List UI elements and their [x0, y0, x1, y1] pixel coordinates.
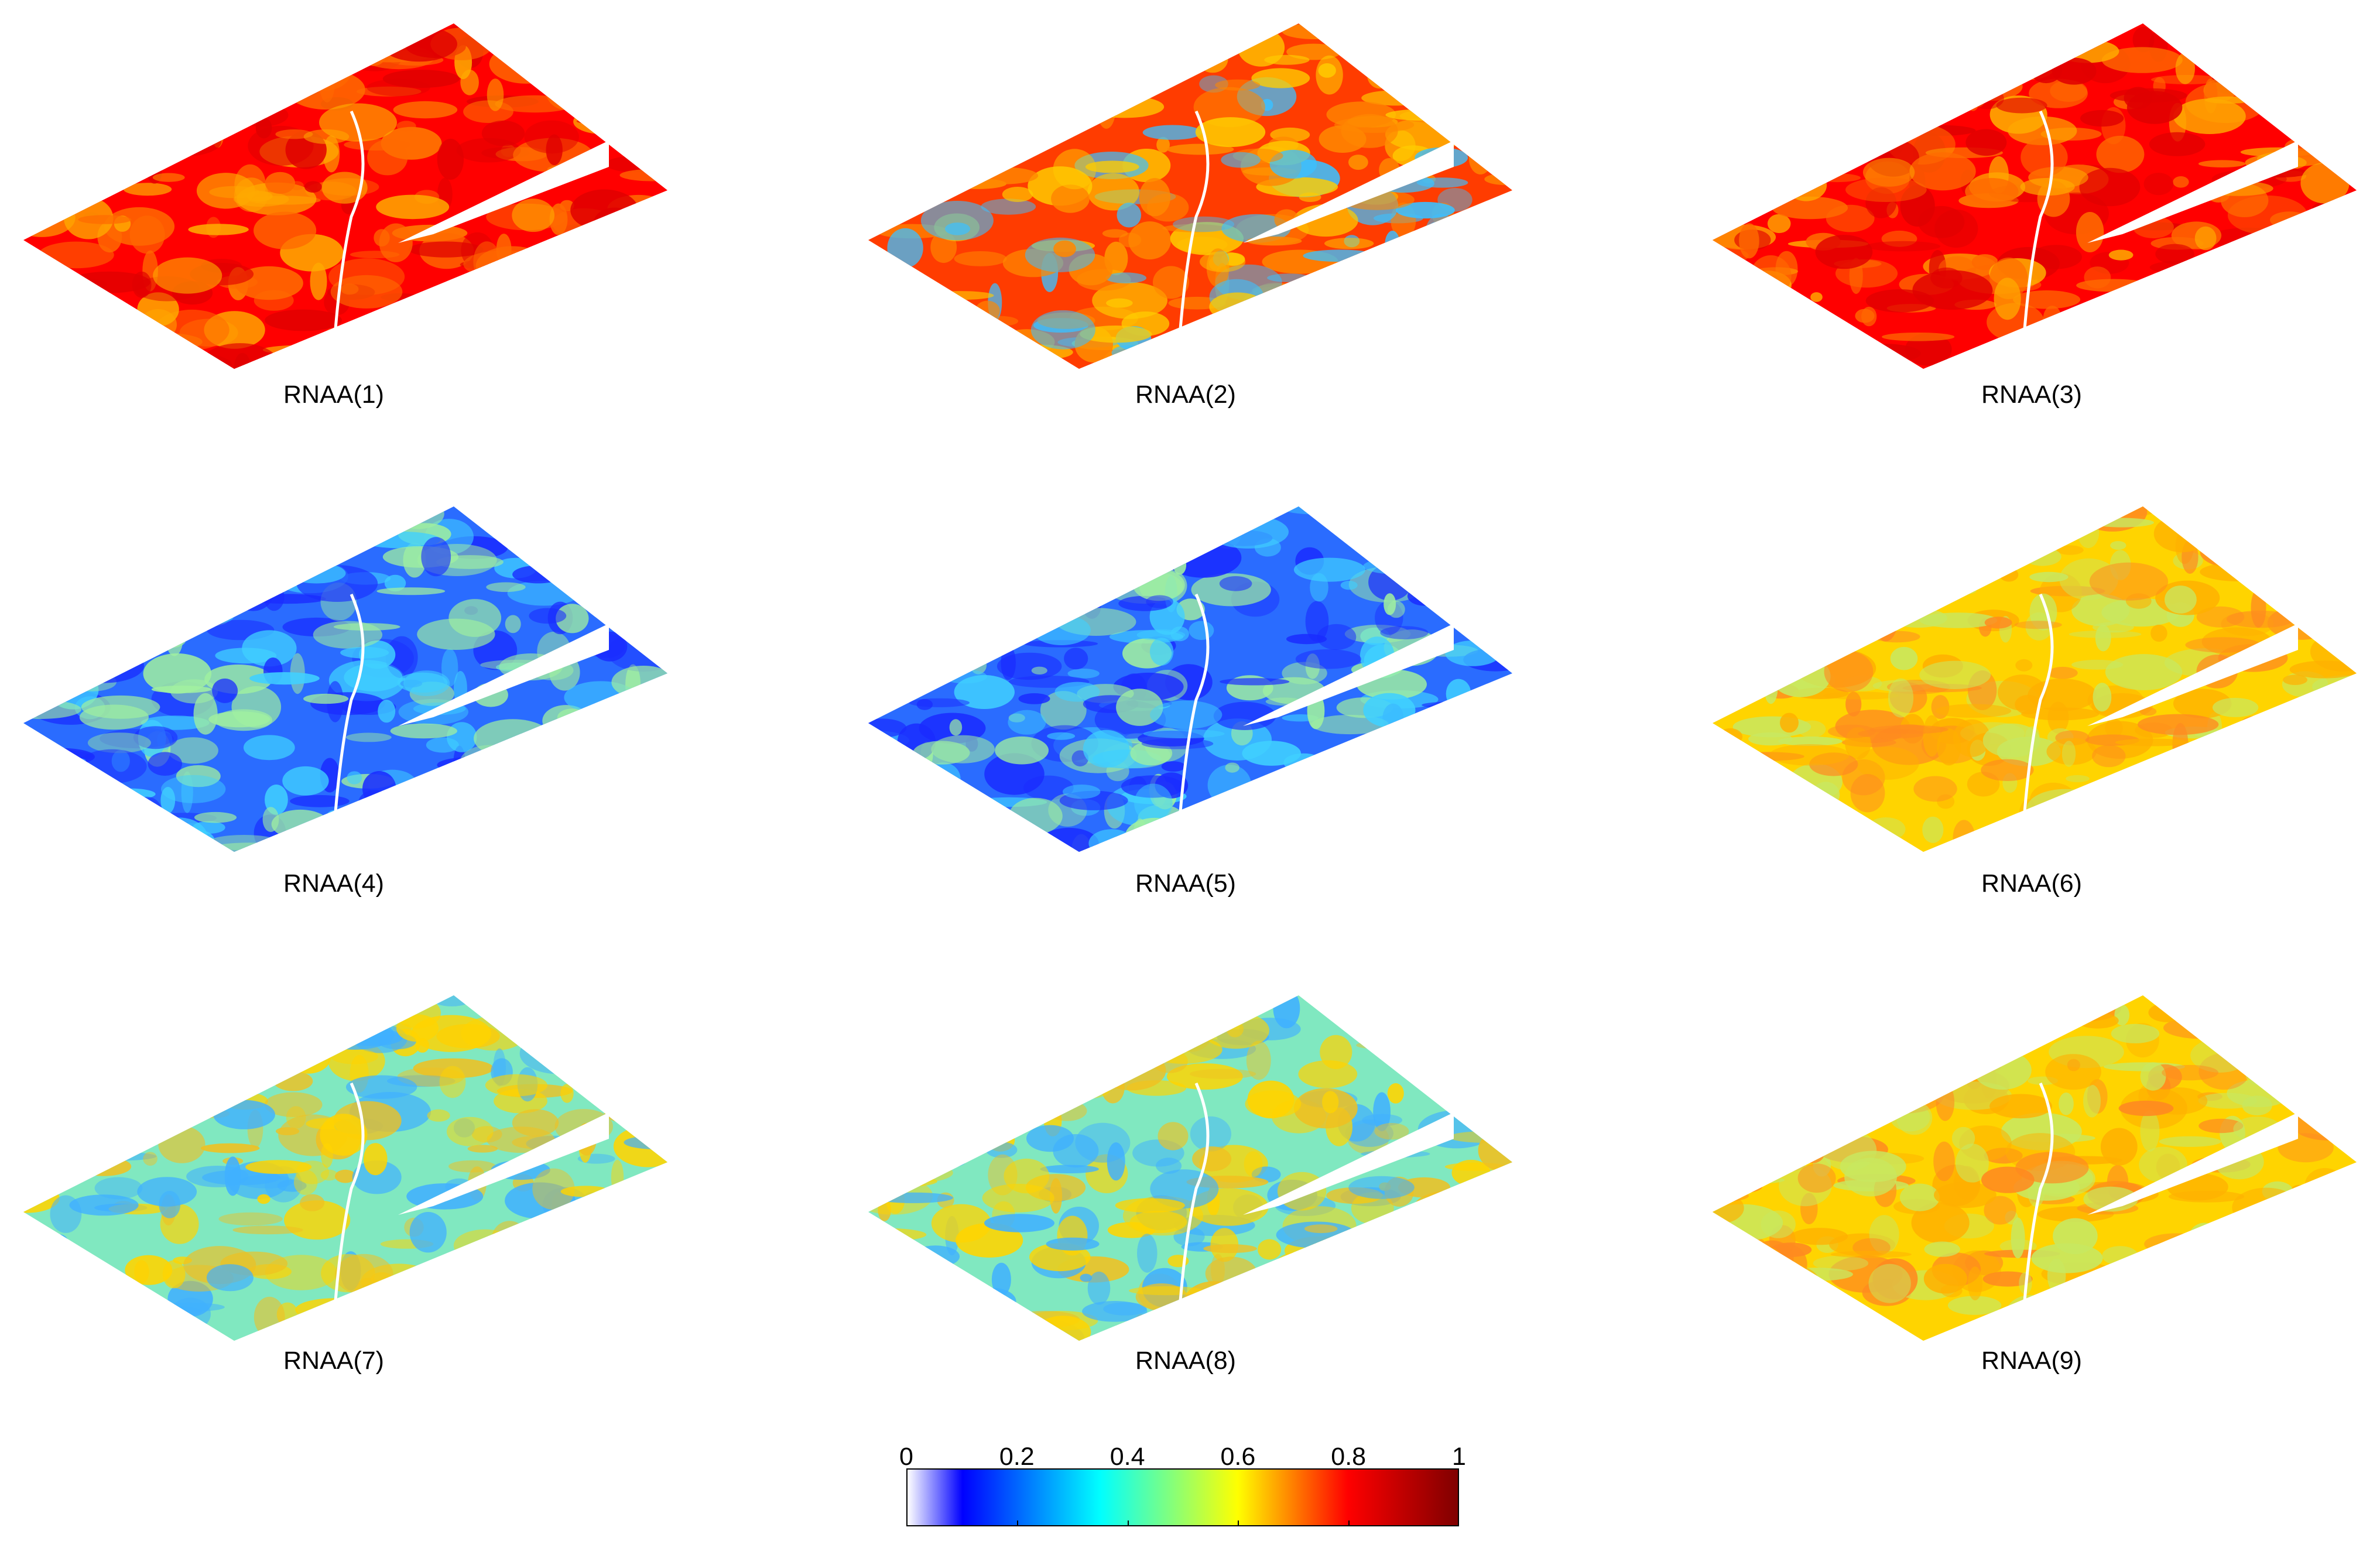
colorbar-tick-mark: [1458, 1521, 1459, 1526]
map-image: [23, 23, 667, 369]
map-image: [868, 506, 1512, 852]
map-image: [1713, 506, 2357, 852]
map-panel-9: [1713, 995, 2357, 1347]
panel-caption: RNAA(8): [1135, 1347, 1237, 1375]
map-image: [23, 995, 667, 1341]
panel-caption: RNAA(1): [283, 381, 385, 409]
map-panel-8: [868, 995, 1512, 1347]
map-panel-6: [1713, 506, 2357, 858]
colorbar-tick-label: 1: [1452, 1443, 1466, 1471]
map-image: [1713, 995, 2357, 1341]
colorbar-tick-label: 0.6: [1220, 1443, 1256, 1471]
colorbar-tick-mark: [1348, 1521, 1350, 1526]
map-image: [23, 506, 667, 852]
panel-caption: RNAA(6): [1981, 869, 2083, 898]
colorbar-tick-label: 0.8: [1331, 1443, 1367, 1471]
map-image: [868, 995, 1512, 1341]
colorbar-tick-label: 0.2: [999, 1443, 1035, 1471]
panel-caption: RNAA(2): [1135, 381, 1237, 409]
colorbar-tick-mark: [906, 1521, 908, 1526]
map-panel-1: [23, 23, 667, 375]
map-image: [1713, 23, 2357, 369]
colorbar-tick-mark: [1238, 1521, 1239, 1526]
map-panel-2: [868, 23, 1512, 375]
colorbar-gradient: [906, 1468, 1459, 1526]
colorbar-tick-label: 0.4: [1109, 1443, 1145, 1471]
map-panel-5: [868, 506, 1512, 858]
map-panel-7: [23, 995, 667, 1347]
panel-caption: RNAA(5): [1135, 869, 1237, 898]
panel-caption: RNAA(7): [283, 1347, 385, 1375]
map-panel-4: [23, 506, 667, 858]
panel-caption: RNAA(9): [1981, 1347, 2083, 1375]
colorbar: 0 0.2 0.4 0.6 0.8 1: [899, 1443, 1466, 1526]
colorbar-tick-mark: [1127, 1521, 1129, 1526]
colorbar-tick-label: 0: [899, 1443, 913, 1471]
colorbar-tick-mark: [1016, 1521, 1018, 1526]
map-image: [868, 23, 1512, 369]
panel-caption: RNAA(4): [283, 869, 385, 898]
map-panel-3: [1713, 23, 2357, 375]
panel-caption: RNAA(3): [1981, 381, 2083, 409]
